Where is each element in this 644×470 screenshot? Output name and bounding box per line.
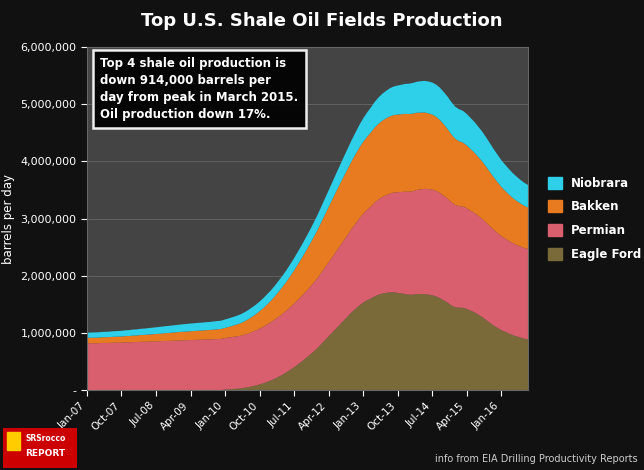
Legend: Niobrara, Bakken, Permian, Eagle Ford: Niobrara, Bakken, Permian, Eagle Ford bbox=[543, 172, 644, 265]
Text: Top 4 shale oil production is
down 914,000 barrels per
day from peak in March 20: Top 4 shale oil production is down 914,0… bbox=[100, 57, 298, 121]
Text: REPORT: REPORT bbox=[25, 449, 66, 458]
Text: info from EIA Drilling Productivity Reports: info from EIA Drilling Productivity Repo… bbox=[435, 454, 638, 464]
Bar bbox=[7, 431, 20, 450]
Y-axis label: barrels per day: barrels per day bbox=[2, 173, 15, 264]
Text: Top U.S. Shale Oil Fields Production: Top U.S. Shale Oil Fields Production bbox=[141, 12, 503, 30]
Text: SRSrocco: SRSrocco bbox=[25, 434, 66, 443]
